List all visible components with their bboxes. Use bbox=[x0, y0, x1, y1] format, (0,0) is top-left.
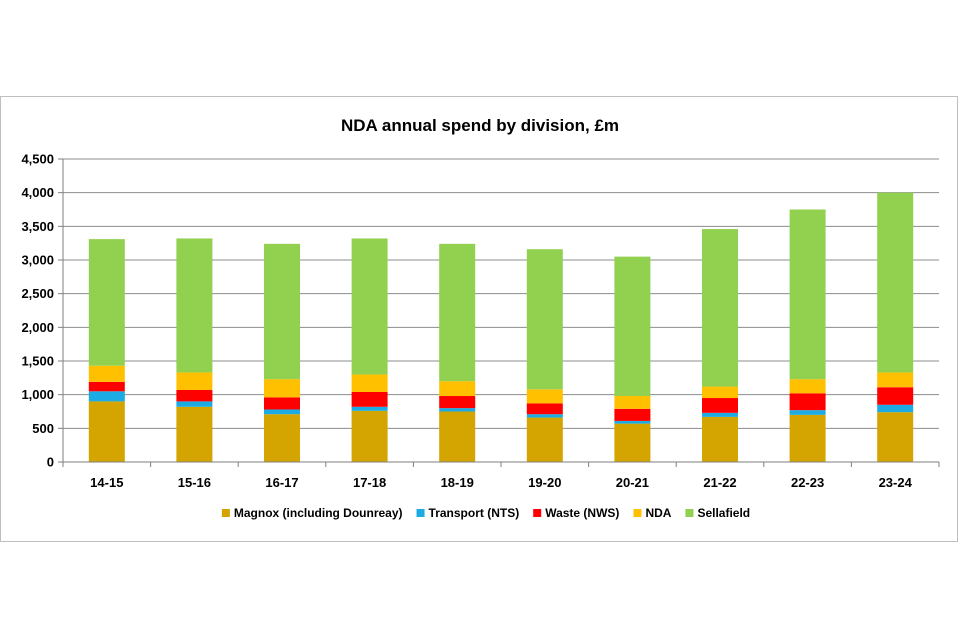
bar-segment bbox=[614, 408, 651, 421]
bar-segment bbox=[789, 379, 826, 394]
bar-segment bbox=[176, 238, 213, 373]
legend: Magnox (including Dounreay) Transport (NT… bbox=[221, 506, 750, 520]
bar-segment bbox=[439, 381, 476, 397]
legend-label: Sellafield bbox=[697, 506, 750, 520]
legend-item: Sellafield bbox=[685, 506, 750, 520]
bar-segment bbox=[614, 256, 651, 397]
legend-swatch bbox=[533, 509, 542, 517]
bar-segment bbox=[526, 403, 563, 415]
x-tick-label: 17-18 bbox=[353, 475, 386, 490]
bar-segment bbox=[176, 401, 213, 407]
y-tick-label: 1,000 bbox=[21, 387, 54, 402]
bar-segment bbox=[88, 381, 125, 392]
bar-segment bbox=[351, 374, 388, 392]
x-tick-label: 20-21 bbox=[616, 475, 649, 490]
bar-segment bbox=[702, 416, 738, 462]
x-tick-label: 23-24 bbox=[879, 475, 913, 490]
bar-segment bbox=[351, 410, 388, 462]
bar-segment bbox=[264, 409, 300, 415]
bar-segment bbox=[264, 397, 300, 410]
legend-swatch bbox=[221, 509, 230, 517]
bar-segment bbox=[877, 192, 914, 373]
y-tick-label: 2,500 bbox=[21, 286, 54, 301]
y-tick-label: 3,500 bbox=[21, 219, 54, 234]
bar-segment bbox=[88, 239, 125, 366]
bar-segment bbox=[439, 243, 476, 382]
legend-item: NDA bbox=[633, 506, 672, 520]
bar-segment bbox=[526, 389, 563, 404]
legend-label: Magnox (including Dounreay) bbox=[234, 506, 403, 520]
x-tick-label: 15-16 bbox=[178, 475, 211, 490]
x-tick-label: 21-22 bbox=[703, 475, 736, 490]
bar-segment bbox=[264, 243, 300, 380]
bar-segment bbox=[877, 412, 914, 462]
legend-swatch bbox=[685, 509, 694, 517]
x-axis-ticks: 14-15 15-16 16-17 17-18 18-19 19-20 20-21 21-22… bbox=[62, 462, 940, 490]
bar-segment bbox=[614, 420, 651, 424]
y-axis-ticks: 0 500 1,000 1,500 2,000 2,500 3,000 3,500 4,000 4… bbox=[21, 152, 63, 470]
bar-segment bbox=[702, 398, 738, 413]
y-tick-label: 3,000 bbox=[21, 253, 54, 268]
bar-segment bbox=[351, 406, 388, 411]
y-tick-label: 4,000 bbox=[21, 185, 54, 200]
y-tick-label: 4,500 bbox=[21, 152, 54, 167]
bar-segment bbox=[702, 412, 738, 417]
chart-frame: NDA annual spend by division, £m 0 500 1,0… bbox=[0, 96, 958, 542]
x-tick-label: 16-17 bbox=[265, 475, 298, 490]
x-tick-label: 19-20 bbox=[528, 475, 561, 490]
bar-segment bbox=[176, 389, 213, 402]
y-tick-label: 500 bbox=[32, 421, 54, 436]
chart: NDA annual spend by division, £m 0 500 1,0… bbox=[21, 116, 940, 520]
bar-segment bbox=[88, 401, 125, 462]
legend-item: Magnox (including Dounreay) bbox=[221, 506, 403, 520]
bar-segment bbox=[351, 391, 388, 407]
y-tick-label: 0 bbox=[47, 455, 54, 470]
bar-segment bbox=[789, 414, 826, 462]
bar-segment bbox=[877, 372, 914, 388]
bar-segment bbox=[439, 411, 476, 462]
bar-segment bbox=[702, 386, 738, 399]
bar-segment bbox=[526, 249, 563, 390]
chart-title: NDA annual spend by division, £m bbox=[341, 116, 619, 135]
x-tick-label: 22-23 bbox=[791, 475, 824, 490]
legend-swatch bbox=[416, 509, 425, 517]
bar-segment bbox=[702, 229, 738, 387]
bar-segment bbox=[176, 372, 213, 390]
legend-item: Transport (NTS) bbox=[416, 506, 520, 520]
bar-segment bbox=[789, 393, 826, 411]
bar-segment bbox=[526, 417, 563, 462]
bar-segment bbox=[264, 414, 300, 462]
legend-swatch bbox=[633, 509, 642, 517]
bar-segment bbox=[877, 404, 914, 413]
bar-segment bbox=[877, 387, 914, 405]
bar-segment bbox=[439, 408, 476, 412]
bars bbox=[88, 192, 914, 462]
bar-segment bbox=[439, 396, 476, 409]
bar-segment bbox=[614, 423, 651, 462]
x-tick-label: 18-19 bbox=[441, 475, 474, 490]
bar-segment bbox=[789, 410, 826, 415]
bar-segment bbox=[88, 365, 125, 382]
legend-label: Waste (NWS) bbox=[545, 506, 619, 520]
bar-segment bbox=[351, 238, 388, 375]
bar-segment bbox=[176, 406, 213, 462]
bar-segment bbox=[789, 209, 826, 380]
bar-segment bbox=[614, 396, 651, 409]
legend-item: Waste (NWS) bbox=[533, 506, 619, 520]
legend-label: Transport (NTS) bbox=[429, 506, 520, 520]
x-tick-label: 14-15 bbox=[90, 475, 123, 490]
y-tick-label: 1,500 bbox=[21, 354, 54, 369]
legend-label: NDA bbox=[645, 506, 671, 520]
y-tick-label: 2,000 bbox=[21, 320, 54, 335]
bar-segment bbox=[526, 414, 563, 418]
bar-segment bbox=[264, 379, 300, 398]
bar-segment bbox=[88, 391, 125, 402]
